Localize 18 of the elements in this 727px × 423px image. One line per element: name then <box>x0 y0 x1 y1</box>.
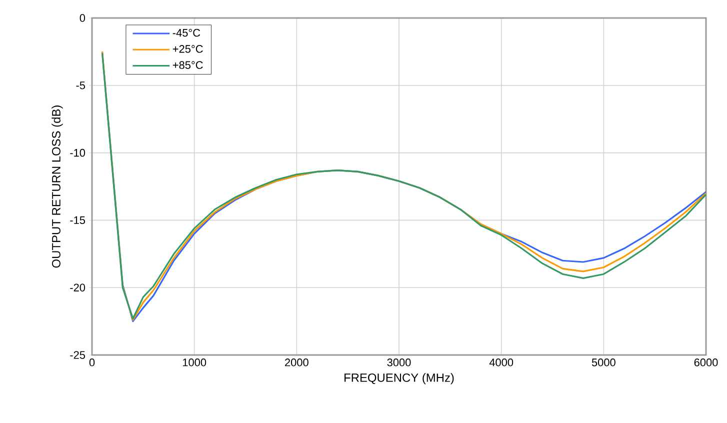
x-tick-label: 6000 <box>694 358 718 366</box>
y-tick-label: -5 <box>76 82 86 90</box>
x-axis-title: FREQUENCY (MHz) <box>344 373 454 384</box>
x-tick-label: 0 <box>89 358 95 366</box>
y-axis-title: OUTPUT RETURN LOSS (dB) <box>52 106 63 268</box>
y-tick-label: -10 <box>70 148 86 157</box>
y-tick-label: 0 <box>80 14 86 22</box>
legend-label: +85°C <box>172 61 203 69</box>
x-tick-label: 3000 <box>387 358 411 366</box>
y-tick-label: -20 <box>70 284 86 292</box>
x-tick-label: 1000 <box>182 358 206 366</box>
legend-label: +25°C <box>172 45 203 53</box>
y-tick-label: -25 <box>70 351 86 359</box>
x-tick-label: 4000 <box>489 358 514 366</box>
legend-label: -45°C <box>172 28 200 37</box>
x-tick-label: 2000 <box>285 358 308 366</box>
y-tick-label: -15 <box>70 216 86 224</box>
x-tick-label: 5000 <box>592 358 616 366</box>
